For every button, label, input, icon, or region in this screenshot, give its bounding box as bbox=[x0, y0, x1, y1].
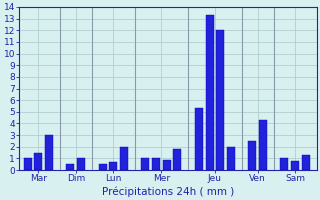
Bar bbox=[24, 158, 32, 170]
Bar bbox=[195, 108, 203, 170]
X-axis label: Précipitations 24h ( mm ): Précipitations 24h ( mm ) bbox=[102, 186, 234, 197]
Bar bbox=[291, 161, 299, 170]
Bar bbox=[34, 153, 43, 170]
Bar bbox=[109, 162, 117, 170]
Bar bbox=[141, 158, 149, 170]
Bar bbox=[163, 160, 171, 170]
Bar bbox=[227, 147, 235, 170]
Bar bbox=[67, 164, 75, 170]
Bar bbox=[259, 120, 267, 170]
Bar bbox=[120, 147, 128, 170]
Bar bbox=[216, 30, 224, 170]
Bar bbox=[77, 158, 85, 170]
Bar bbox=[45, 135, 53, 170]
Bar bbox=[173, 149, 181, 170]
Bar bbox=[302, 155, 310, 170]
Bar bbox=[99, 164, 107, 170]
Bar bbox=[205, 15, 213, 170]
Bar bbox=[280, 158, 288, 170]
Bar bbox=[152, 158, 160, 170]
Bar bbox=[248, 141, 256, 170]
